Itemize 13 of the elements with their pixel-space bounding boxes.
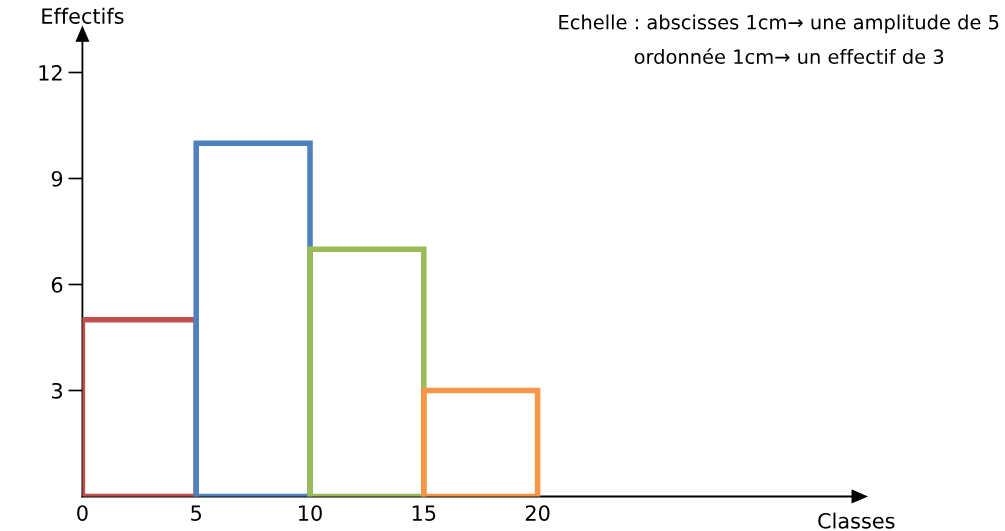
x-tick-label: 15 xyxy=(412,505,436,521)
x-tick-label: 0 xyxy=(77,505,88,521)
y-tick-label: 6 xyxy=(51,276,63,293)
y-tick-label: 12 xyxy=(39,64,62,81)
y-tick-label: 9 xyxy=(51,170,63,187)
text: Echelle : abscisses 1cm→ une amplitude de 5 xyxy=(559,14,999,34)
annotation: ordonnée 1cm→ un effectif de 3 xyxy=(634,48,944,65)
y-tick-label: 3 xyxy=(51,382,62,399)
x-tick-label: 10 xyxy=(299,505,322,521)
y-axis-title: Effectifs xyxy=(42,7,124,24)
x-tick-label: 5 xyxy=(191,505,202,521)
x-axis-title: Classes xyxy=(818,512,895,529)
x-tick-label: 20 xyxy=(525,505,550,521)
